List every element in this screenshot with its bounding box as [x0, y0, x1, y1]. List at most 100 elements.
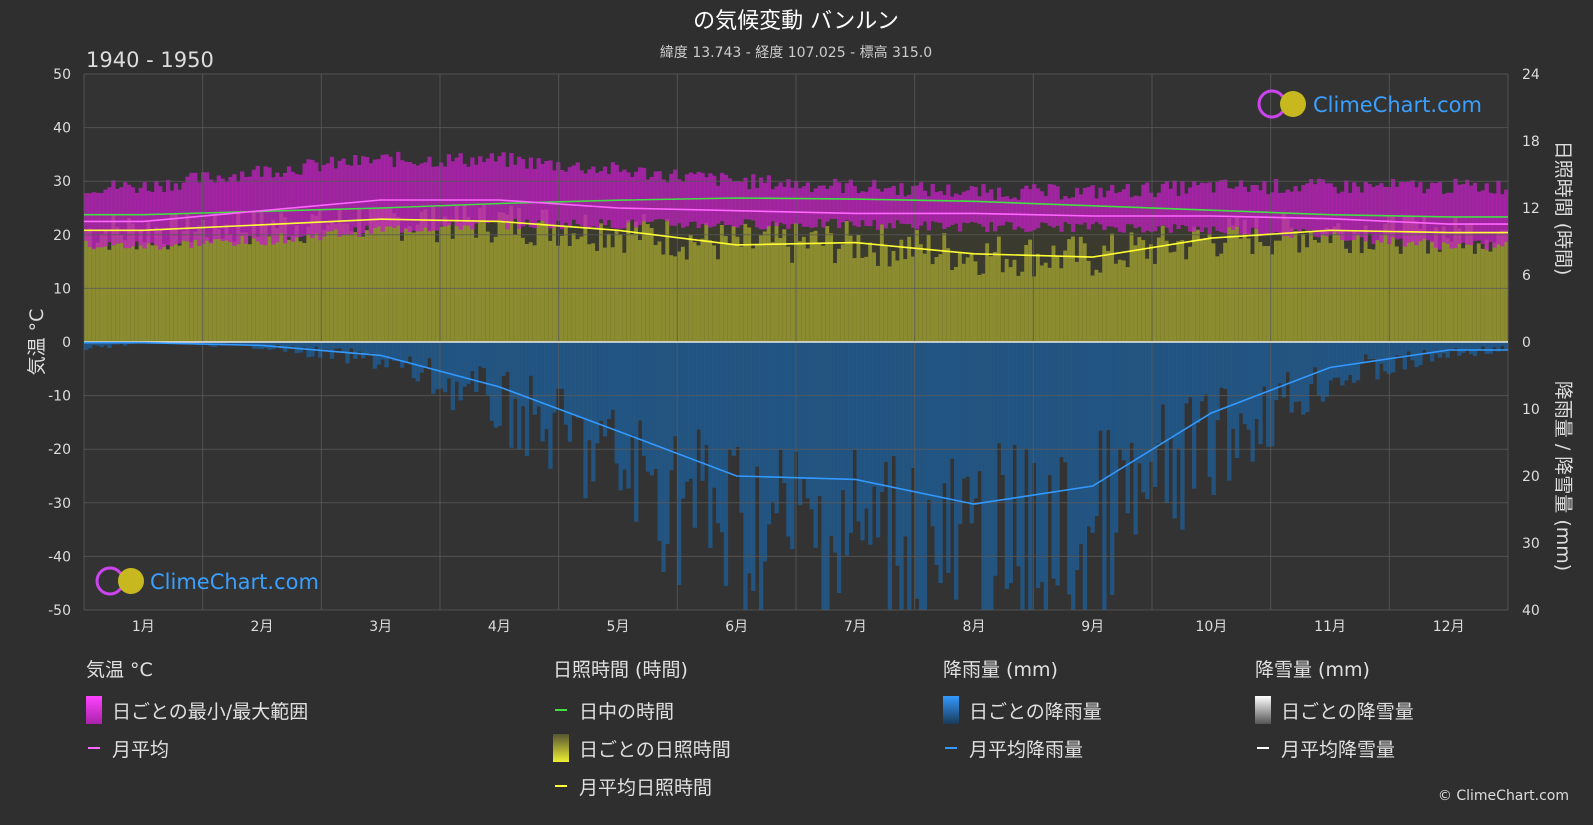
temp-range-bar [1203, 183, 1208, 228]
sunshine-bar [337, 209, 342, 342]
rain-bar [1227, 342, 1232, 481]
sunshine-bar [1125, 267, 1130, 342]
rain-bar [1332, 342, 1337, 378]
rain-bar [236, 342, 241, 345]
temp-range-bar [1000, 196, 1006, 226]
temp-range-bar [1465, 179, 1470, 245]
rain-bar [739, 342, 744, 513]
temp-range-bar [1379, 183, 1384, 243]
temp-range-bar [204, 172, 210, 241]
rain-bar [1398, 342, 1404, 356]
rain-bar [575, 342, 580, 418]
sunshine-bar [1457, 228, 1462, 342]
sunshine-bar [411, 232, 417, 342]
sunshine-bar [423, 209, 428, 342]
temp-range-bar [891, 185, 896, 229]
legend-item: 月平均降雨量 [943, 729, 1102, 767]
sunshine-bar [1000, 272, 1006, 342]
temp-range-bar [774, 186, 779, 227]
rain-bar [598, 342, 604, 421]
sunshine-bar [107, 249, 112, 342]
temp-range-bar [1289, 191, 1294, 238]
sunshine-bar [770, 242, 775, 342]
temp-range-bar [1363, 181, 1368, 242]
rain-bar [1289, 342, 1294, 413]
sunshine-bar [712, 245, 717, 342]
temp-range-bar [341, 158, 346, 236]
legend-title: 降雨量 (mm) [943, 659, 1058, 681]
sunshine-swatch [553, 734, 569, 762]
rain-bar [735, 342, 740, 447]
sunshine-bar [474, 237, 479, 342]
left-tick-label: 50 [53, 67, 71, 83]
sunshine-bar [1199, 238, 1205, 342]
sunshine-bar [236, 213, 241, 342]
sunshine-bar [247, 244, 253, 342]
sunshine-bar [879, 224, 885, 342]
rain-bar [918, 342, 924, 610]
temp-range-bar [1320, 179, 1326, 235]
rain-bar [1078, 342, 1084, 545]
sunshine-bar [1394, 246, 1400, 342]
rain-bar [563, 342, 569, 425]
sunshine-bar [204, 237, 210, 342]
temp-range-bar [797, 188, 803, 224]
rain-bar [1004, 342, 1010, 589]
temp-range-bar [520, 159, 526, 227]
rain-bar [1082, 342, 1088, 610]
rain-bar [591, 342, 596, 482]
legend-title: 降雪量 (mm) [1255, 659, 1370, 681]
temp-range-bar [1258, 190, 1263, 237]
sunshine-mean-line [84, 218, 1508, 258]
temp-range-bar [357, 164, 362, 237]
rain-bar [415, 342, 420, 382]
sunshine-bar [376, 208, 381, 342]
sunshine-bar [1063, 250, 1068, 342]
sunshine-bar [345, 223, 350, 342]
temp-range-bar [208, 179, 214, 244]
sunshine-bar [1180, 240, 1185, 342]
sunshine-bar [454, 205, 459, 342]
temp-range-bar [544, 160, 549, 224]
sunshine-bar [431, 206, 436, 342]
sunshine-bar [1117, 259, 1123, 342]
sunshine-bar [329, 221, 335, 342]
rain-bar [669, 342, 674, 471]
rain-bar [1063, 342, 1068, 463]
sunshine-bar [240, 232, 245, 342]
temp-range-bar [396, 151, 401, 226]
temp-range-bar [739, 181, 744, 226]
rain-bar [247, 342, 253, 346]
temp-range-bar [446, 154, 452, 226]
rain-bar [87, 342, 93, 349]
rain-bar [692, 342, 697, 528]
sunshine-bar [587, 244, 592, 342]
sunshine-bar [368, 208, 374, 342]
legend-label: 月平均降雪量 [1281, 738, 1396, 761]
sunshine-bar [719, 224, 725, 342]
temp-range-bar [665, 182, 670, 222]
temp-range-bar [989, 189, 994, 223]
temp-range-bar [154, 180, 159, 246]
temp-range-bar [790, 187, 795, 225]
sunshine-bar [1238, 238, 1244, 342]
temp-range-bar [1351, 182, 1357, 240]
sunshine-bar [1129, 232, 1134, 342]
sunshine-bar [439, 226, 444, 342]
rain-bar [719, 342, 725, 533]
temp-range-bar [1071, 197, 1076, 232]
temp-range-bar [805, 182, 811, 227]
month-tick-label: 8月 [963, 619, 986, 635]
temp-range-bar [251, 169, 257, 239]
temp-range-bar [1429, 182, 1435, 243]
sunshine-bar [1121, 260, 1127, 342]
rain-bar [1390, 342, 1396, 373]
temp-range-bar [286, 166, 292, 238]
rain-bar [439, 342, 444, 389]
rain-bar [875, 342, 881, 538]
legend: 気温 °C 日ごとの最小/最大範囲 月平均 日照時間 (時間) 日中の時間 日ご… [0, 655, 1593, 825]
rain-bar [946, 342, 951, 573]
temp-range-bar [497, 156, 502, 221]
rain-bar [400, 342, 405, 368]
temp-range-bar [1468, 185, 1474, 246]
